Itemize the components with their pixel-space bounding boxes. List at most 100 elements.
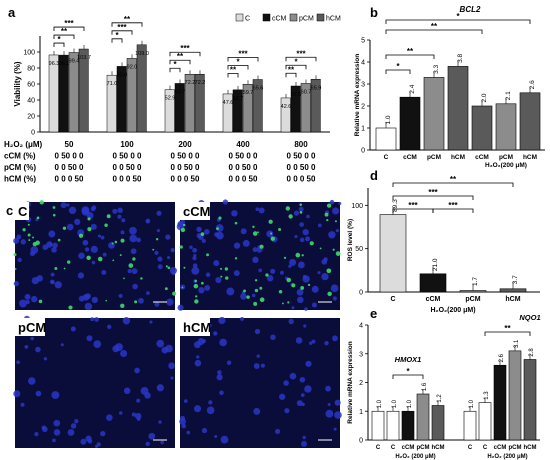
significance-bracket [169, 67, 181, 73]
ros-signal [128, 263, 134, 268]
table-row-label: pCM (%) [4, 163, 36, 172]
nucleus [136, 417, 141, 421]
bar [463, 410, 477, 441]
nucleus [166, 298, 174, 306]
image-label-box [15, 202, 29, 220]
nucleus [80, 438, 87, 445]
nucleus [254, 328, 261, 335]
x-tick-label: C [376, 445, 381, 451]
significance-marker: * [456, 12, 460, 21]
ros-signal [68, 305, 73, 310]
nucleus [112, 208, 118, 214]
table-row-label: cCM (%) [4, 152, 36, 161]
ros-signal [167, 266, 171, 270]
nucleus [145, 218, 151, 224]
nucleus [332, 207, 340, 215]
x-tick-label: C [391, 445, 396, 451]
ros-signal [326, 203, 332, 208]
nucleus [52, 242, 58, 249]
panel-d: d 0 50 100 ROS level (%) 89.3 C 21.0 cCM 1.7 pCM 3.… [347, 168, 540, 314]
ros-signal [112, 259, 115, 262]
ros-signal [278, 227, 282, 231]
nucleus [226, 287, 235, 296]
nucleus [136, 398, 141, 403]
nucleus [161, 346, 169, 354]
significance-marker: * [115, 31, 119, 40]
data-label: 3.8 [457, 54, 464, 63]
bar [495, 103, 517, 151]
nucleus [289, 258, 297, 266]
ros-signal [27, 223, 30, 226]
nucleus [308, 341, 313, 345]
data-label: 59.7 [243, 90, 254, 96]
nucleus [90, 317, 95, 322]
nucleus [74, 419, 79, 424]
nucleus [52, 438, 56, 443]
bar [423, 77, 445, 151]
y-tick-label: 3 [361, 82, 365, 89]
ros-signal [111, 242, 114, 245]
image-label-box [15, 318, 45, 336]
ros-signal [78, 233, 84, 238]
data-label: 65.6 [253, 86, 264, 92]
ros-signal [216, 227, 219, 230]
ros-signal [218, 216, 222, 220]
nucleus [127, 268, 132, 274]
nucleus [302, 435, 306, 440]
significance-marker: *** [117, 23, 127, 32]
data-label: 1.6 [422, 382, 428, 391]
nucleus [219, 390, 224, 396]
ros-signal [265, 273, 269, 277]
legend-entry: hCM [326, 16, 341, 23]
bar [519, 92, 541, 151]
nucleus [121, 218, 126, 223]
nucleus [303, 324, 307, 328]
y-axis-label: Relative mRNA expression [354, 54, 361, 137]
ros-signal [295, 252, 301, 258]
nucleus [156, 210, 162, 216]
bar [401, 410, 415, 441]
ros-signal [114, 240, 118, 244]
nucleus [302, 275, 310, 283]
x-tick-label: pCM [499, 154, 513, 161]
nucleus [296, 296, 304, 304]
data-label: 57.5 [291, 92, 302, 98]
significance-marker: * [173, 60, 177, 69]
bar [375, 127, 397, 151]
nucleus [86, 212, 94, 219]
nucleus [226, 360, 232, 365]
nucleus [131, 268, 138, 275]
data-label: 1.0 [407, 399, 413, 408]
image-label: C [18, 204, 28, 219]
significance-marker: ** [230, 66, 237, 75]
nucleus [311, 285, 319, 293]
nucleus [327, 402, 331, 406]
ros-signal [63, 267, 66, 270]
ros-signal [38, 299, 43, 304]
ros-signal [200, 281, 204, 285]
y-tick-label: 50 [355, 246, 363, 253]
ros-signal [86, 255, 91, 261]
ros-signal [62, 226, 67, 230]
significance-marker: ** [124, 15, 131, 24]
fluorescence-image: cCM [176, 199, 342, 311]
significance-bracket [169, 51, 201, 57]
fluorescence-image: C [13, 200, 177, 311]
ros-signal [193, 283, 199, 289]
nucleus [82, 239, 89, 246]
panel-b: b 0 1 2 3 4 5 Relative mRNA expression BCL2 1.0 C 2… [354, 5, 545, 169]
ros-signal [324, 212, 329, 217]
nucleus [13, 390, 21, 398]
nucleus [171, 271, 176, 276]
nucleus [117, 207, 123, 214]
data-label: 103.7 [77, 55, 91, 61]
nucleus [179, 418, 186, 425]
nucleus [196, 226, 202, 233]
nucleus [20, 239, 26, 245]
data-label: 2.0 [481, 93, 488, 102]
ros-signal [200, 232, 205, 236]
ros-signal [164, 287, 168, 291]
nucleus [50, 272, 55, 277]
